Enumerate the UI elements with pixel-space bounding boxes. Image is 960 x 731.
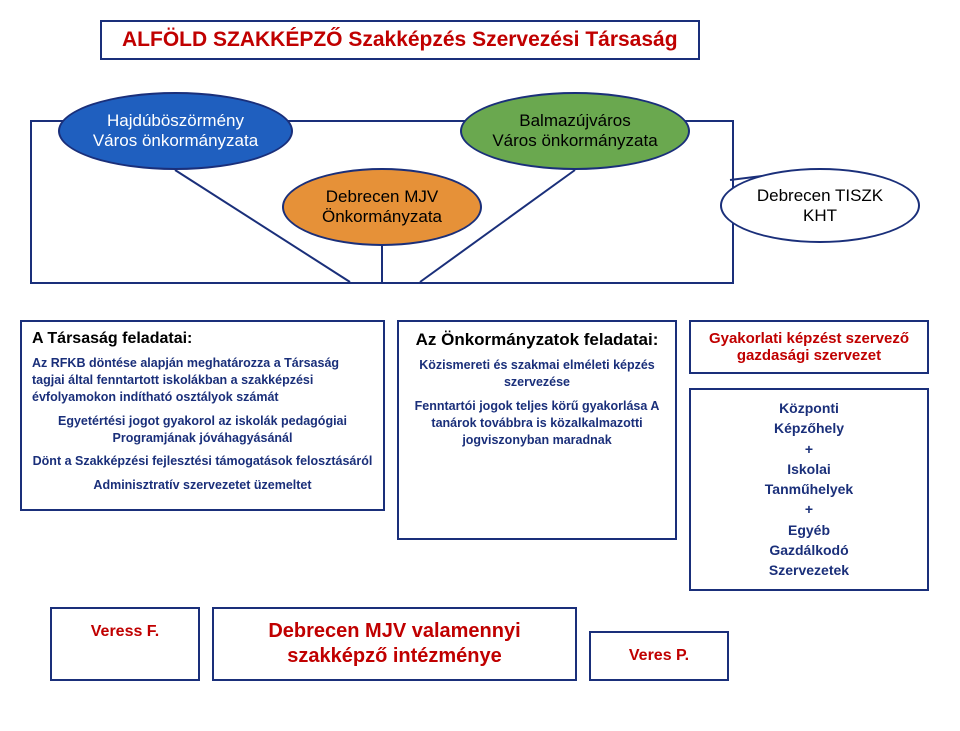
box-veres: Veres P.: [589, 631, 729, 681]
node-text: Hajdúböszörmény: [107, 111, 244, 130]
task-item: Fenntartói jogok teljes körű gyakorlása …: [409, 398, 665, 449]
node-debrecen-tiszk: Debrecen TISZK KHT: [720, 168, 920, 243]
org-diagram: Hajdúböszörmény Város önkormányzata Debr…: [20, 70, 940, 310]
box-veress: Veress F.: [50, 607, 200, 681]
box-gyakorlati-top: Gyakorlati képzést szervező gazdasági sz…: [689, 320, 929, 374]
col-tarsasag: A Társaság feladatai: Az RFKB döntése al…: [20, 320, 385, 551]
box-title: Az Önkormányzatok feladatai:: [409, 330, 665, 350]
task-item: Egyetértési jogot gyakorol az iskolák pe…: [32, 413, 373, 447]
box-debrecen-intezmeny: Debrecen MJV valamennyi szakképző intézm…: [212, 607, 577, 681]
box-title: A Társaság feladatai:: [32, 330, 373, 348]
node-text: Város önkormányzata: [93, 131, 258, 150]
node-debrecen-mjv: Debrecen MJV Önkormányzata: [282, 168, 482, 246]
node-text: KHT: [803, 206, 837, 225]
col-gyakorlati: Gyakorlati képzést szervező gazdasági sz…: [689, 320, 929, 591]
col-onkormanyzatok: Az Önkormányzatok feladatai: Közismereti…: [397, 320, 677, 540]
node-text: Város önkormányzata: [492, 131, 657, 150]
box-gyakorlati-bottom: KözpontiKépzőhely+IskolaiTanműhelyek+Egy…: [689, 388, 929, 591]
box-title-text: Az Önkormányzatok feladatai:: [416, 330, 659, 349]
box-tarsasag: A Társaság feladatai: Az RFKB döntése al…: [20, 320, 385, 511]
box-text: KözpontiKépzőhely+IskolaiTanműhelyek+Egy…: [701, 398, 917, 581]
node-text: Önkormányzata: [322, 207, 442, 226]
node-balmazujvaros: Balmazújváros Város önkormányzata: [460, 92, 690, 170]
node-text: Balmazújváros: [519, 111, 631, 130]
task-item: Dönt a Szakképzési fejlesztési támogatás…: [32, 453, 373, 470]
task-item: Az RFKB döntése alapján meghatározza a T…: [32, 355, 373, 406]
node-hajduboszormeny: Hajdúböszörmény Város önkormányzata: [58, 92, 293, 170]
task-item: Adminisztratív szervezetet üzemeltet: [32, 477, 373, 494]
task-item: Közismereti és szakmai elméleti képzés s…: [409, 357, 665, 391]
box-onkormanyzatok: Az Önkormányzatok feladatai: Közismereti…: [397, 320, 677, 540]
page-title: ALFÖLD SZAKKÉPZŐ Szakképzés Szervezési T…: [100, 20, 700, 60]
box-text: Gyakorlati képzést szervező gazdasági sz…: [701, 330, 917, 364]
footer-row: Veress F. Debrecen MJV valamennyi szakké…: [20, 607, 940, 681]
node-text: Debrecen MJV: [326, 187, 438, 206]
tasks-row: A Társaság feladatai: Az RFKB döntése al…: [20, 320, 940, 591]
node-text: Debrecen TISZK: [757, 186, 883, 205]
